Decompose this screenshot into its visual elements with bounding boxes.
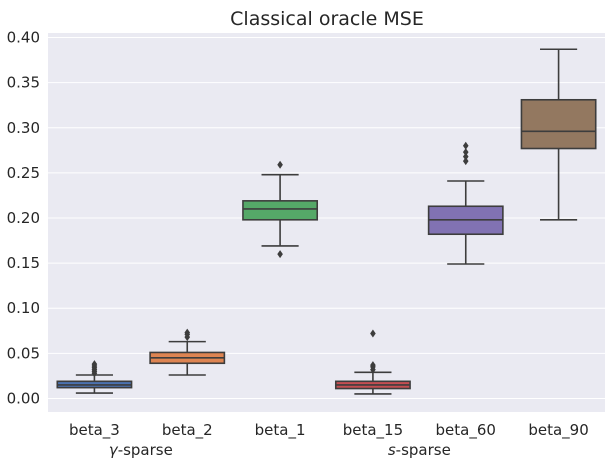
outlier-point	[370, 329, 376, 338]
x-tick-label: beta_1	[255, 421, 306, 440]
chart-title: Classical oracle MSE	[230, 8, 424, 30]
y-tick-label: 0.20	[7, 209, 40, 227]
y-tick-label: 0.40	[7, 29, 40, 47]
outlier-point	[462, 157, 469, 166]
outlier-point	[462, 152, 469, 161]
x-tick-label: beta_2	[162, 421, 213, 440]
outlier-point	[277, 250, 283, 259]
x-tick-label: beta_60	[436, 421, 496, 440]
box-beta_1	[242, 200, 319, 221]
y-tick-label: 0.25	[7, 164, 40, 182]
y-tick-label: 0.35	[7, 74, 40, 92]
x-tick-label: beta_3	[69, 421, 120, 440]
x-tick-label: beta_90	[528, 421, 588, 440]
y-tick-label: 0.15	[7, 254, 40, 272]
y-tick-label: 0.30	[7, 119, 40, 137]
box-beta_90	[520, 98, 597, 150]
y-tick-label: 0.00	[7, 389, 40, 407]
plot-area	[48, 33, 605, 412]
outlier-point	[277, 160, 283, 169]
outlier-point	[184, 328, 191, 337]
group-label: γ-sparse	[109, 441, 173, 459]
outlier-point	[370, 361, 376, 370]
outlier-point	[462, 148, 469, 157]
x-tick-label: beta_15	[343, 421, 403, 440]
outlier-point	[91, 360, 98, 369]
group-label: s-sparse	[388, 441, 451, 459]
y-tick-label: 0.10	[7, 299, 40, 317]
outlier-point	[462, 141, 469, 150]
y-tick-label: 0.05	[7, 344, 40, 362]
